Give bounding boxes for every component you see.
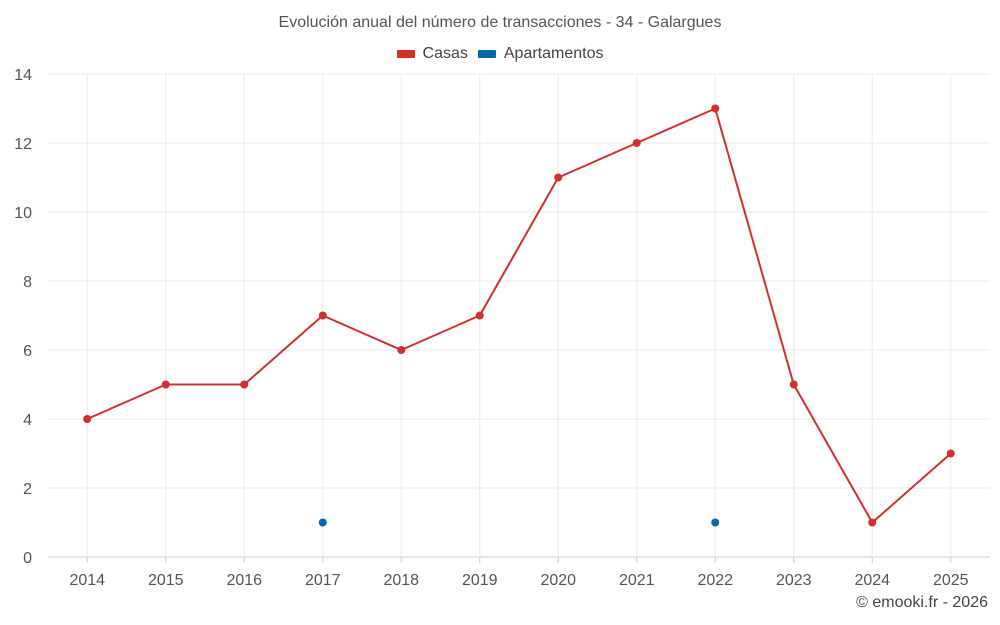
- data-point-casas: [161, 380, 170, 389]
- legend: Casas Apartamentos: [0, 45, 1000, 63]
- data-point-casas: [475, 311, 484, 320]
- legend-item-casas[interactable]: Casas: [396, 45, 468, 63]
- y-tick-label: 10: [14, 205, 32, 222]
- x-tick-label: 2018: [383, 572, 419, 589]
- chart-title: Evolución anual del número de transaccio…: [278, 14, 722, 31]
- x-tick-label: 2023: [776, 572, 812, 589]
- data-point-casas: [868, 518, 877, 527]
- y-tick-label: 6: [23, 343, 32, 360]
- data-point-casas: [397, 346, 406, 354]
- data-point-casas: [240, 380, 249, 389]
- credit-text: © emooki.fr - 2026: [856, 594, 988, 611]
- data-point-casas: [946, 449, 955, 458]
- x-tick-label: 2019: [462, 572, 498, 589]
- legend-swatch-casas: [396, 50, 415, 58]
- y-tick-label: 14: [14, 67, 32, 84]
- data-point-casas: [83, 415, 92, 423]
- y-tick-label: 0: [23, 550, 32, 567]
- x-tick-label: 2021: [619, 572, 655, 589]
- data-point-apartamentos: [711, 518, 720, 527]
- y-tick-label: 4: [23, 412, 32, 429]
- data-point-casas: [318, 311, 327, 320]
- y-tick-label: 8: [23, 274, 32, 291]
- data-point-casas: [711, 104, 720, 113]
- x-tick-label: 2024: [854, 572, 890, 589]
- y-tick-label: 12: [14, 136, 32, 153]
- data-point-apartamentos: [318, 518, 327, 527]
- data-point-casas: [789, 380, 798, 389]
- x-tick-label: 2022: [697, 572, 733, 589]
- x-tick-label: 2017: [305, 572, 341, 589]
- legend-item-apartamentos[interactable]: Apartamentos: [477, 45, 604, 63]
- x-tick-label: 2025: [933, 572, 969, 589]
- x-tick-label: 2015: [148, 572, 184, 589]
- legend-swatch-apartamentos: [477, 50, 496, 58]
- x-tick-label: 2016: [226, 572, 262, 589]
- legend-label-apartamentos: Apartamentos: [503, 45, 604, 62]
- data-point-casas: [554, 173, 563, 182]
- data-point-casas: [632, 139, 641, 147]
- y-tick-label: 2: [23, 481, 32, 498]
- x-tick-label: 2014: [69, 572, 105, 589]
- x-tick-label: 2020: [540, 572, 576, 589]
- legend-label-casas: Casas: [422, 45, 468, 62]
- series-line-casas: [86, 107, 952, 524]
